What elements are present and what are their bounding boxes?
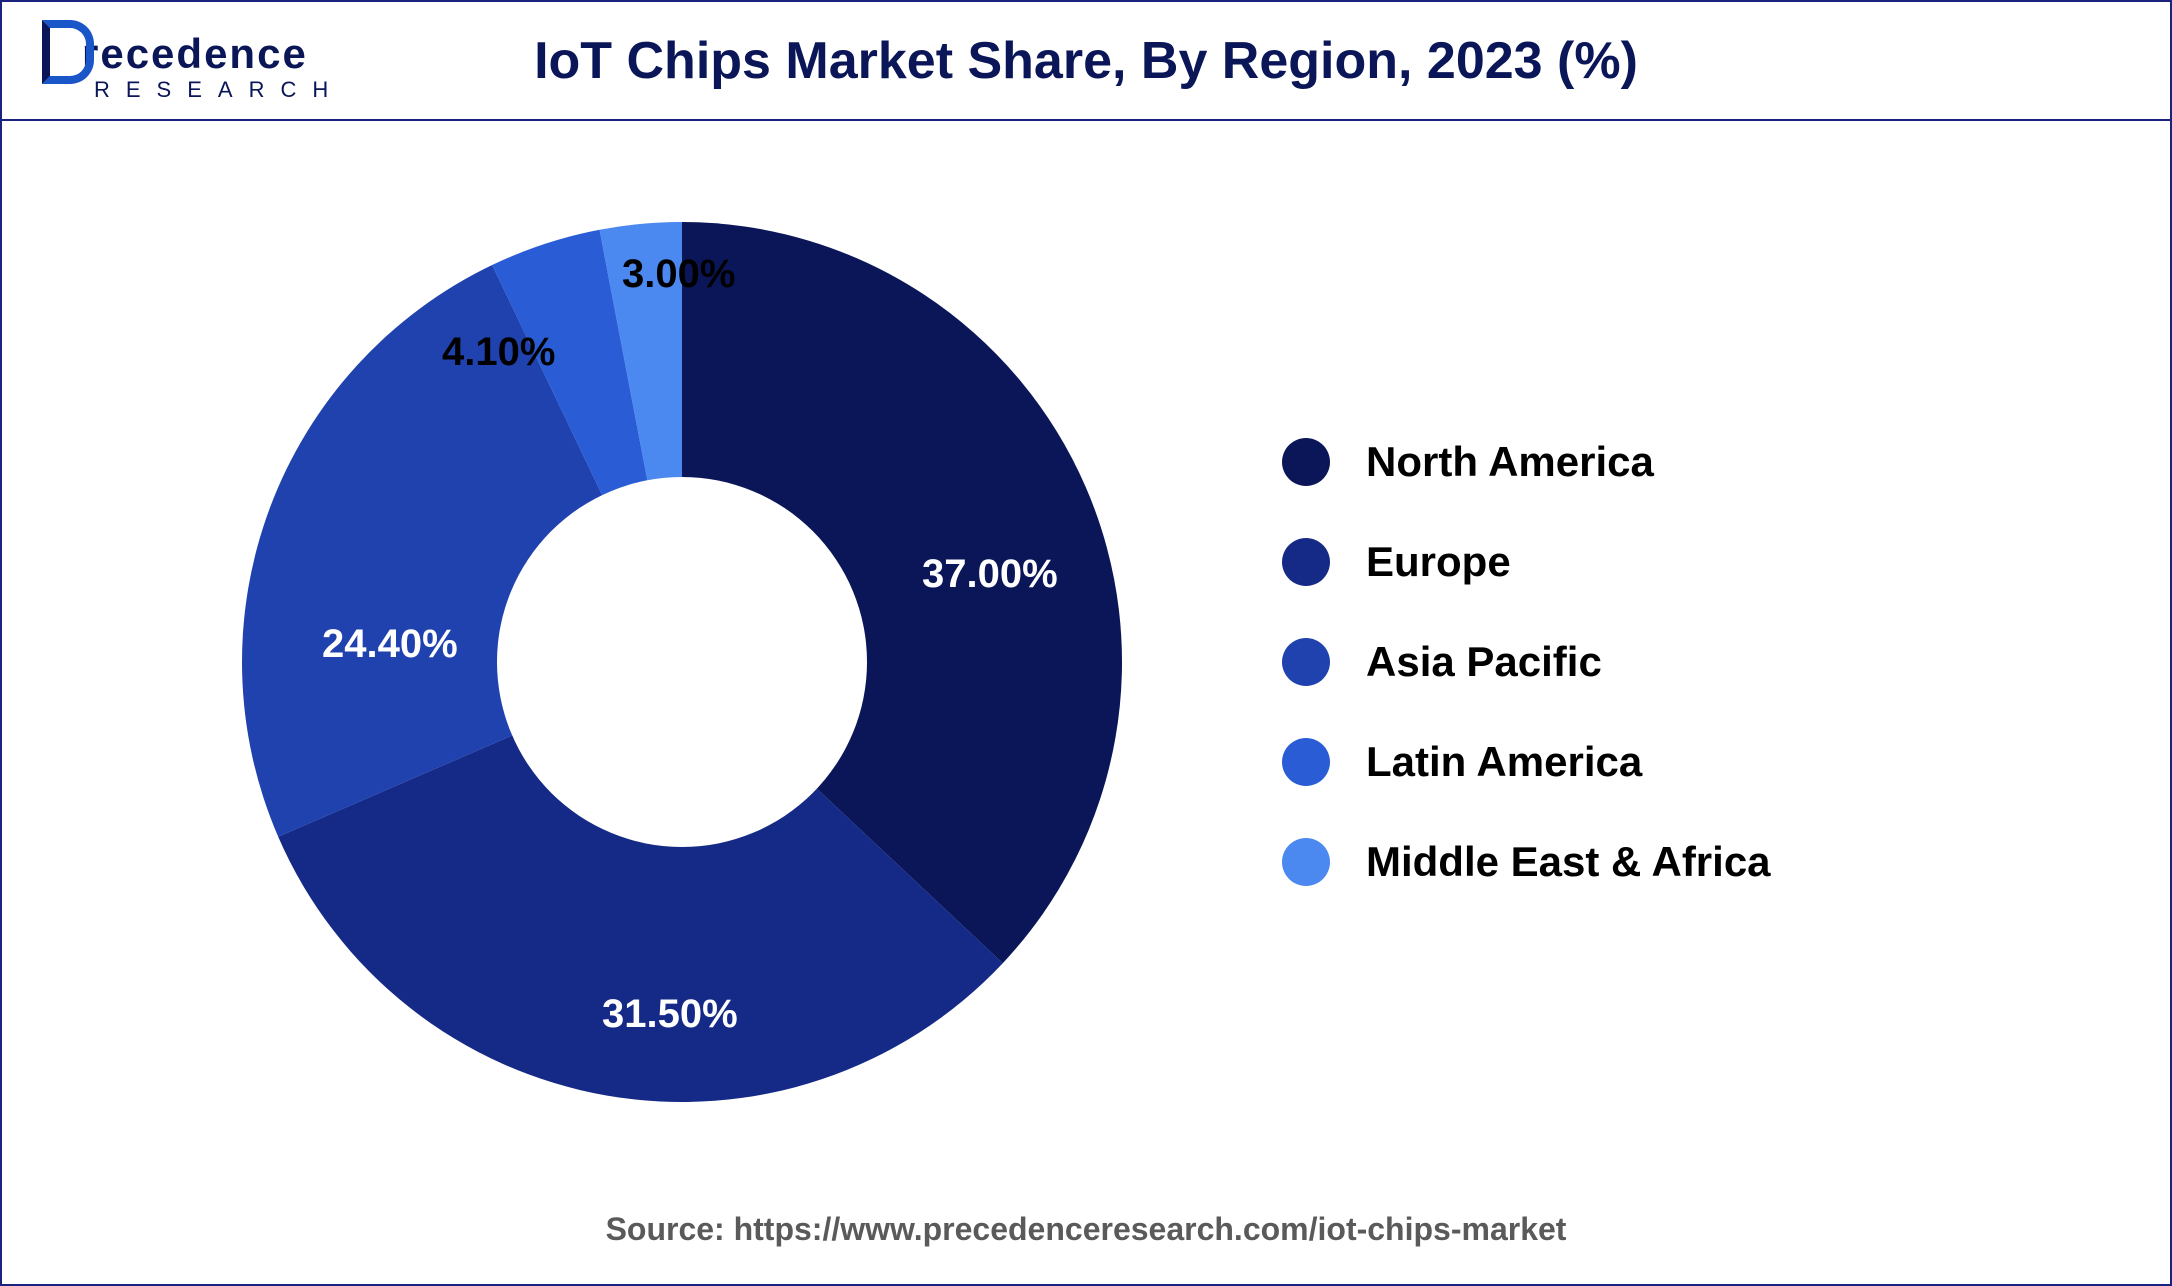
logo-wordmark: recedence (42, 20, 344, 75)
legend-color-dot (1282, 838, 1330, 886)
legend-label: North America (1366, 438, 1654, 486)
logo-sub-text: RESEARCH (94, 79, 344, 101)
legend-label: Middle East & Africa (1366, 838, 1771, 886)
legend: North America Europe Asia Pacific Latin Ame… (1282, 438, 1771, 886)
slice-value-label: 24.40% (322, 622, 458, 667)
slice-value-label: 31.50% (602, 992, 738, 1037)
chart-container: recedence RESEARCH IoT Chips Market Shar… (0, 0, 2172, 1286)
legend-item: North America (1282, 438, 1771, 486)
legend-color-dot (1282, 638, 1330, 686)
slice-value-label: 37.00% (922, 552, 1058, 597)
legend-label: Asia Pacific (1366, 638, 1602, 686)
legend-color-dot (1282, 538, 1330, 586)
logo-p-icon (42, 20, 78, 68)
header-bar: recedence RESEARCH IoT Chips Market Shar… (2, 2, 2170, 121)
legend-label: Europe (1366, 538, 1511, 586)
logo-main-text: recedence (82, 33, 308, 75)
legend-item: Europe (1282, 538, 1771, 586)
slice-value-label: 3.00% (622, 252, 735, 297)
slice-value-label: 4.10% (442, 330, 555, 375)
donut-chart: 37.00% 31.50% 24.40% 4.10% 3.00% (242, 222, 1122, 1102)
legend-item: Asia Pacific (1282, 638, 1771, 686)
legend-color-dot (1282, 438, 1330, 486)
logo: recedence RESEARCH (42, 20, 344, 101)
legend-item: Latin America (1282, 738, 1771, 786)
chart-body: 37.00% 31.50% 24.40% 4.10% 3.00% North Ameri… (2, 121, 2170, 1183)
legend-item: Middle East & Africa (1282, 838, 1771, 886)
legend-color-dot (1282, 738, 1330, 786)
donut-hole (497, 477, 867, 847)
legend-label: Latin America (1366, 738, 1642, 786)
chart-title: IoT Chips Market Share, By Region, 2023 … (534, 31, 1638, 91)
source-footer: Source: https://www.precedenceresearch.c… (2, 1183, 2170, 1284)
